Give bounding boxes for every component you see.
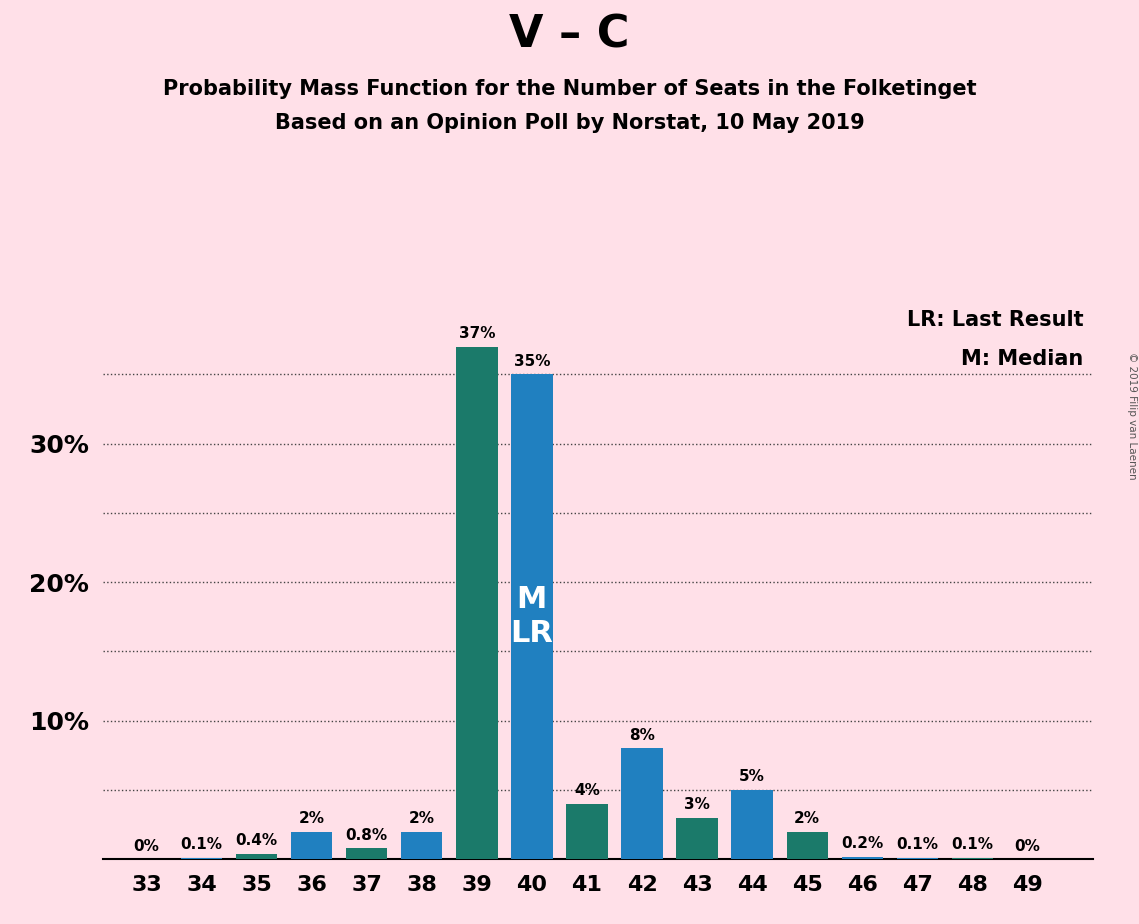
- Text: M
LR: M LR: [510, 586, 554, 648]
- Bar: [566, 804, 607, 859]
- Bar: [511, 374, 552, 859]
- Text: 5%: 5%: [739, 770, 765, 784]
- Text: M: Median: M: Median: [961, 349, 1083, 370]
- Bar: [346, 848, 387, 859]
- Bar: [677, 818, 718, 859]
- Text: 0.2%: 0.2%: [841, 836, 884, 851]
- Text: LR: Last Result: LR: Last Result: [907, 310, 1083, 331]
- Text: Based on an Opinion Poll by Norstat, 10 May 2019: Based on an Opinion Poll by Norstat, 10 …: [274, 113, 865, 133]
- Bar: [181, 857, 222, 859]
- Text: Probability Mass Function for the Number of Seats in the Folketinget: Probability Mass Function for the Number…: [163, 79, 976, 99]
- Text: 2%: 2%: [794, 811, 820, 826]
- Text: 2%: 2%: [298, 811, 325, 826]
- Text: 37%: 37%: [459, 326, 495, 341]
- Text: V – C: V – C: [509, 14, 630, 57]
- Text: 0.1%: 0.1%: [951, 837, 993, 852]
- Text: 0.8%: 0.8%: [346, 828, 387, 843]
- Bar: [842, 857, 883, 859]
- Bar: [952, 857, 993, 859]
- Text: 4%: 4%: [574, 784, 600, 798]
- Text: 35%: 35%: [514, 354, 550, 369]
- Text: 2%: 2%: [409, 811, 435, 826]
- Bar: [622, 748, 663, 859]
- Text: 0.1%: 0.1%: [896, 837, 939, 852]
- Text: 0%: 0%: [1015, 839, 1040, 854]
- Text: 0.4%: 0.4%: [236, 833, 278, 848]
- Text: 0%: 0%: [133, 839, 159, 854]
- Bar: [731, 790, 772, 859]
- Bar: [457, 346, 498, 859]
- Bar: [401, 832, 442, 859]
- Text: © 2019 Filip van Laenen: © 2019 Filip van Laenen: [1126, 352, 1137, 480]
- Text: 3%: 3%: [685, 797, 710, 812]
- Text: 8%: 8%: [629, 728, 655, 743]
- Bar: [896, 857, 937, 859]
- Bar: [292, 832, 333, 859]
- Bar: [236, 854, 277, 859]
- Text: 0.1%: 0.1%: [181, 837, 222, 852]
- Bar: [787, 832, 828, 859]
